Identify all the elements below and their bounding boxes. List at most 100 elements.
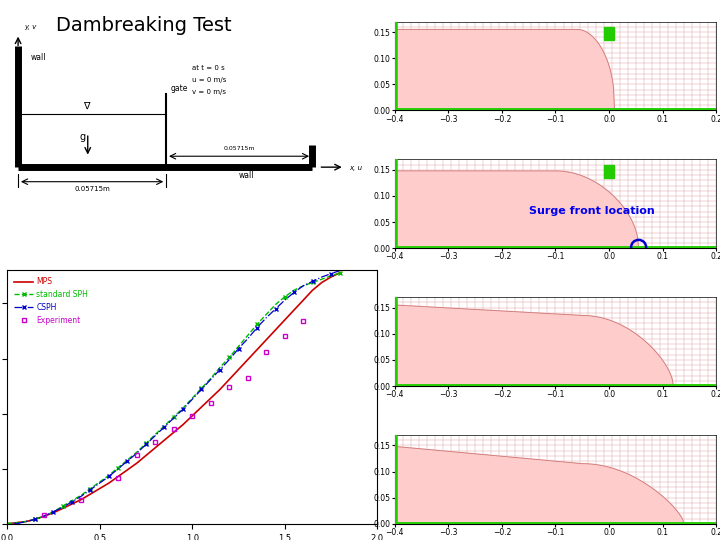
MPS — [262, 336, 271, 343]
standard SPH — [207, 375, 215, 382]
MPS — [12, 519, 21, 526]
CSPH — [327, 271, 336, 277]
MPS — [49, 510, 58, 516]
Polygon shape — [395, 305, 673, 386]
Experiment — [299, 318, 307, 325]
Text: at t = 0 s: at t = 0 s — [192, 65, 225, 71]
CSPH — [281, 297, 289, 303]
CSPH — [132, 450, 141, 456]
standard SPH — [225, 354, 233, 361]
CSPH — [123, 458, 132, 464]
CSPH — [86, 487, 95, 493]
MPS — [132, 460, 141, 467]
CSPH — [68, 498, 76, 505]
CSPH — [308, 278, 317, 285]
MPS — [151, 444, 160, 451]
CSPH — [336, 267, 345, 274]
standard SPH — [12, 519, 21, 526]
Experiment — [40, 512, 48, 518]
MPS — [216, 386, 225, 393]
Text: u = 0 m/s: u = 0 m/s — [192, 77, 227, 83]
CSPH — [114, 465, 122, 472]
Experiment — [262, 349, 271, 355]
Legend: MPS, standard SPH, CSPH, Experiment: MPS, standard SPH, CSPH, Experiment — [11, 274, 91, 328]
Line: MPS: MPS — [7, 273, 341, 524]
MPS — [31, 516, 40, 523]
Text: x, u: x, u — [349, 165, 362, 171]
MPS — [40, 513, 48, 519]
MPS — [179, 421, 187, 428]
CSPH — [225, 356, 233, 363]
standard SPH — [114, 464, 122, 471]
CSPH — [216, 366, 225, 373]
standard SPH — [160, 422, 168, 429]
standard SPH — [197, 385, 206, 392]
Text: gate: gate — [171, 84, 188, 93]
MPS — [225, 376, 233, 383]
MPS — [271, 327, 280, 333]
Line: Experiment: Experiment — [42, 319, 306, 517]
standard SPH — [132, 449, 141, 455]
CSPH — [179, 406, 187, 413]
Text: wall: wall — [31, 53, 47, 63]
Experiment — [132, 452, 141, 458]
Polygon shape — [395, 30, 614, 111]
Text: y, v: y, v — [24, 24, 37, 30]
MPS — [188, 413, 197, 419]
Text: wall: wall — [239, 171, 254, 180]
CSPH — [151, 433, 160, 439]
Text: $\nabla$: $\nabla$ — [84, 101, 92, 111]
CSPH — [243, 335, 252, 342]
Experiment — [169, 426, 178, 433]
MPS — [22, 518, 30, 525]
CSPH — [49, 509, 58, 515]
standard SPH — [253, 321, 261, 328]
standard SPH — [179, 405, 187, 411]
standard SPH — [289, 287, 298, 293]
standard SPH — [243, 332, 252, 339]
standard SPH — [142, 440, 150, 447]
CSPH — [22, 518, 30, 525]
CSPH — [104, 473, 113, 480]
Experiment — [188, 413, 197, 419]
MPS — [77, 496, 86, 503]
MPS — [243, 356, 252, 363]
standard SPH — [40, 513, 48, 519]
MPS — [3, 521, 12, 527]
MPS — [104, 480, 113, 487]
CSPH — [77, 493, 86, 500]
Experiment — [243, 375, 252, 382]
Experiment — [281, 333, 289, 340]
standard SPH — [262, 311, 271, 318]
standard SPH — [77, 492, 86, 498]
standard SPH — [58, 503, 67, 509]
MPS — [58, 505, 67, 511]
Experiment — [77, 496, 86, 503]
MPS — [289, 307, 298, 313]
standard SPH — [68, 497, 76, 504]
standard SPH — [318, 276, 326, 282]
Text: g: g — [79, 132, 85, 143]
standard SPH — [216, 364, 225, 370]
CSPH — [169, 415, 178, 421]
Line: standard SPH: standard SPH — [5, 271, 343, 526]
MPS — [299, 297, 307, 303]
Line: CSPH: CSPH — [14, 268, 343, 526]
MPS — [160, 437, 168, 443]
CSPH — [271, 306, 280, 312]
CSPH — [262, 314, 271, 321]
CSPH — [234, 346, 243, 352]
MPS — [308, 287, 317, 293]
CSPH — [96, 480, 104, 487]
standard SPH — [308, 279, 317, 286]
Text: 0.05715m: 0.05715m — [223, 146, 255, 151]
CSPH — [160, 423, 168, 430]
CSPH — [12, 521, 21, 527]
standard SPH — [96, 478, 104, 485]
Polygon shape — [395, 447, 684, 524]
Experiment — [207, 400, 215, 406]
CSPH — [318, 274, 326, 280]
standard SPH — [299, 282, 307, 289]
CSPH — [58, 504, 67, 510]
MPS — [68, 501, 76, 507]
